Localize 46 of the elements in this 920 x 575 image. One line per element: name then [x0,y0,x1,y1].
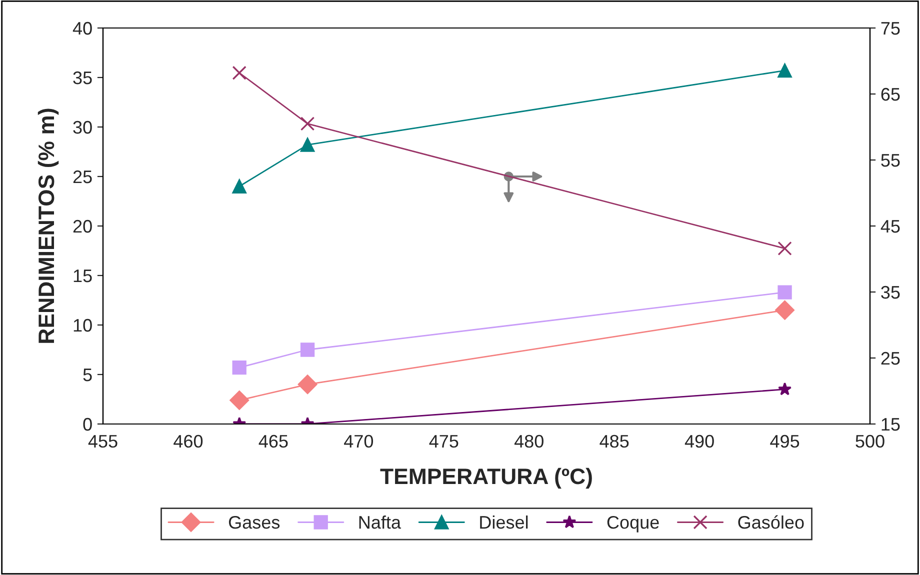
y2-tick-label: 75 [881,22,900,35]
point [778,241,792,256]
y-tick-label: 5 [83,368,92,382]
y-axis-title: RENDIMIENTOS (% m) [38,108,59,343]
y2-tick-label: 45 [880,220,900,233]
legend-label: Diesel [480,515,528,529]
x-tick-label: 495 [770,434,800,448]
y2-tick-label: 25 [881,352,900,365]
point [775,300,794,320]
point [300,342,315,357]
point [300,138,315,152]
y-tick-label: 15 [74,270,92,282]
x-tick-label: 490 [684,434,714,448]
legend-label: Gasóleo [738,515,804,529]
x-tick-label: 485 [600,434,629,448]
point [232,360,246,375]
point [230,390,250,410]
x-tick-label: 465 [258,434,288,448]
x-tick-label: 475 [429,435,458,448]
y-tick-label: 25 [73,170,92,184]
point [300,116,315,131]
y2-tick-label: 65 [881,88,900,101]
legend-label: Nafta [359,516,402,529]
point [232,179,246,194]
y2-tick-label: 35 [881,286,900,299]
y2-tick-label: 55 [881,154,900,167]
x-tick-label: 480 [514,434,544,448]
legend-label: Gases [228,516,280,529]
x-tick-label: 455 [88,435,118,448]
x-tick-label: 460 [174,434,203,448]
x-axis-title: TEMPERATURA (ºC) [380,468,592,489]
y-tick-label: 0 [83,418,92,431]
y2-tick-label: 15 [882,418,900,431]
x-tick-label: 500 [856,434,884,448]
y-tick-label: 40 [72,22,92,35]
y-tick-label: 30 [73,120,92,134]
y-tick-label: 35 [73,71,92,84]
point [778,63,792,78]
legend-label: Coque [607,516,659,532]
point [778,382,792,396]
point [298,374,318,394]
point [232,66,246,80]
y-tick-label: 20 [73,220,92,233]
point [778,285,792,300]
y-tick-label: 10 [74,318,92,332]
x-tick-label: 470 [344,434,374,448]
